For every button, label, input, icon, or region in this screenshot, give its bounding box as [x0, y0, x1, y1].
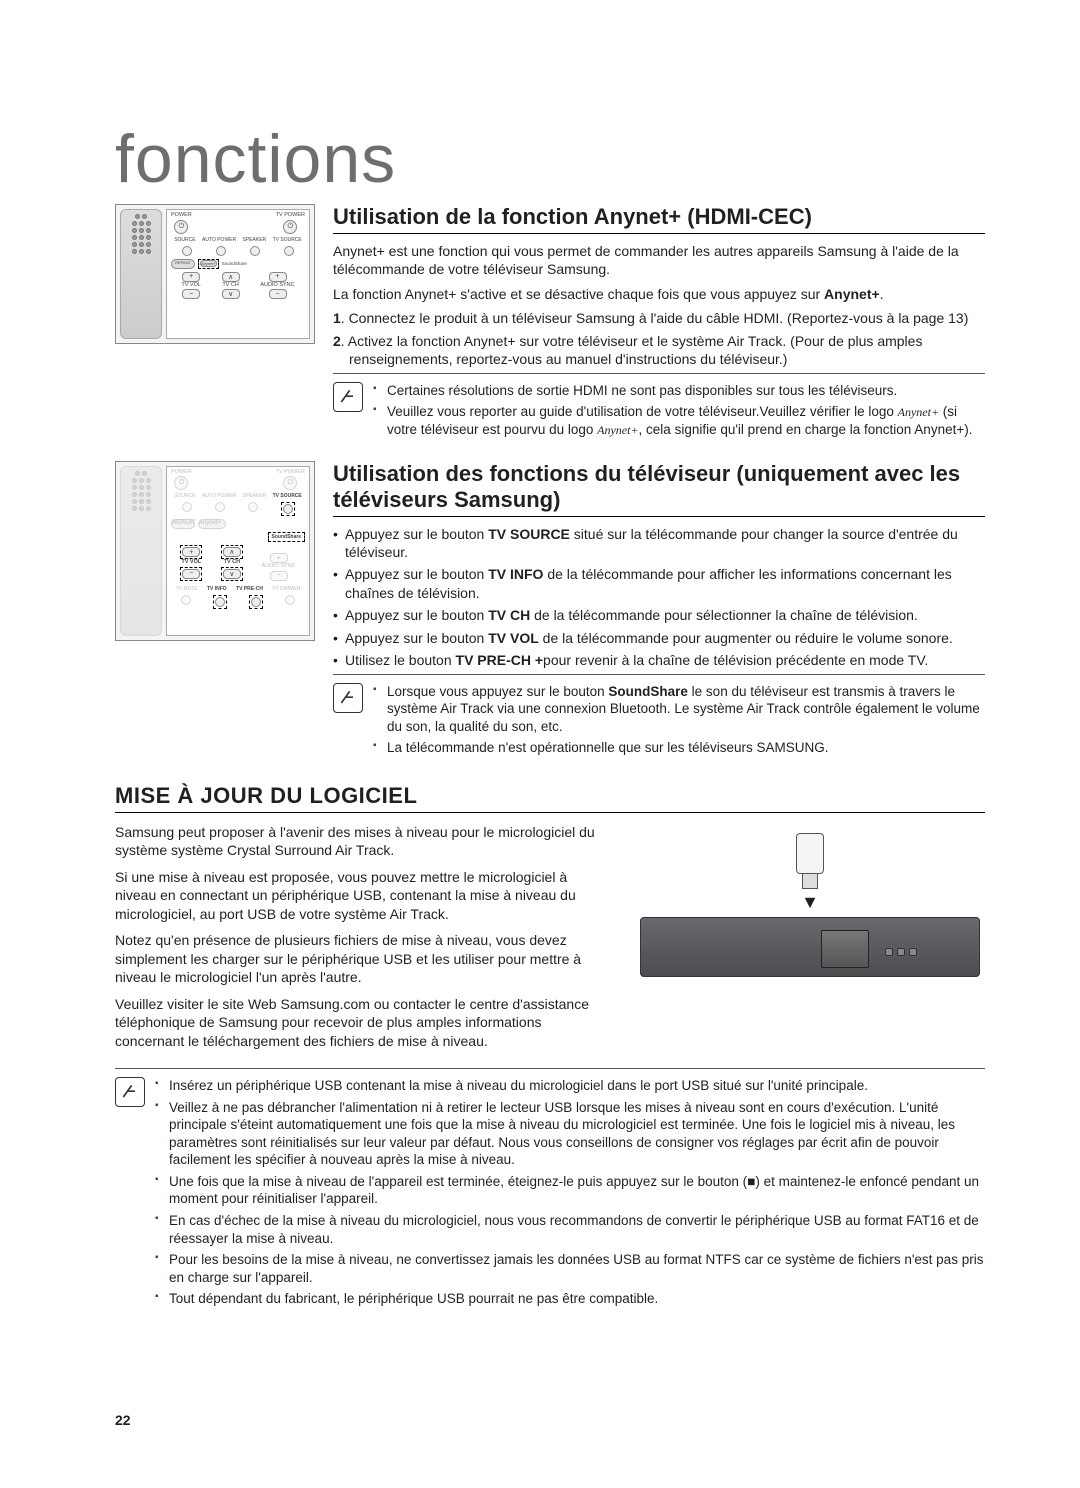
remote-figure-1: POWER⏻ TV POWER⏻ SOURCE AUTO POWER SPEAK…	[115, 204, 315, 344]
remote-label: SOURCE	[174, 237, 195, 243]
remote-label: TV MUTE	[176, 586, 198, 592]
update-para: Veuillez visiter le site Web Samsung.com…	[115, 995, 611, 1050]
remote-label: VT DIMMER	[272, 586, 300, 592]
section2-heading: Utilisation des fonctions du téléviseur …	[333, 461, 985, 517]
remote-label: REPEAT	[171, 519, 195, 529]
remote-label: TV POWER	[276, 470, 305, 476]
remote-label: TV PRE-CH	[236, 586, 263, 592]
note-item: La télécommande n'est opérationnelle que…	[373, 739, 985, 757]
note-item: Une fois que la mise à niveau de l'appar…	[155, 1173, 985, 1208]
section1-heading: Utilisation de la fonction Anynet+ (HDMI…	[333, 204, 985, 234]
remote-label: TV POWER	[276, 213, 305, 219]
update-para: Notez qu'en présence de plusieurs fichie…	[115, 931, 611, 986]
section2-note: Lorsque vous appuyez sur le bouton Sound…	[333, 674, 985, 761]
page-title: fonctions	[115, 120, 985, 198]
remote-label: TV CH	[224, 560, 241, 566]
section-tv-functions: POWER⏻ TV POWER⏻ SOURCE AUTO POWER SPEAK…	[115, 461, 985, 761]
note-icon	[333, 683, 363, 713]
remote-label: POWER	[171, 470, 192, 476]
remote-label: Anynet+	[198, 519, 226, 529]
remote-label: AUDIO SYNC	[261, 564, 295, 570]
section1-p1: Anynet+ est une fonction qui vous permet…	[333, 242, 985, 279]
section3-note: Insérez un périphérique USB contenant la…	[115, 1068, 985, 1312]
note-item: Insérez un périphérique USB contenant la…	[155, 1077, 985, 1095]
remote-label: TV SOURCE	[273, 237, 302, 243]
note-item: Certaines résolutions de sortie HDMI ne …	[373, 382, 985, 400]
remote-label: TV VOL	[181, 283, 201, 289]
update-para: Si une mise à niveau est proposée, vous …	[115, 868, 611, 923]
note-item: Tout dépendant du fabricant, le périphér…	[155, 1290, 985, 1308]
note-item: Veuillez vous reporter au guide d'utilis…	[373, 403, 985, 438]
note-icon	[115, 1077, 145, 1107]
soundshare-highlight: SoundShare	[268, 532, 305, 542]
remote-label: POWER	[171, 213, 192, 219]
soundbar-icon	[640, 917, 980, 977]
note-icon	[333, 382, 363, 412]
section1-steps: 1. Connectez le produit à un téléviseur …	[333, 309, 985, 368]
section1-note: Certaines résolutions de sortie HDMI ne …	[333, 373, 985, 443]
remote-figure-2: POWER⏻ TV POWER⏻ SOURCE AUTO POWER SPEAK…	[115, 461, 315, 641]
remote-label: AUTO POWER	[202, 493, 236, 499]
remote-label: SPEAKER	[243, 237, 267, 243]
remote-label: SPEAKER	[243, 493, 267, 499]
section-update: Samsung peut proposer à l'avenir des mis…	[115, 823, 985, 1058]
anynet-button-highlight: Anynet+	[200, 260, 217, 267]
note-item: En cas d'échec de la mise à niveau du mi…	[155, 1212, 985, 1247]
remote-label: TV VOL	[181, 560, 201, 566]
remote-label: AUDIO SYNC	[260, 283, 294, 289]
remote-label: TV CH	[222, 283, 239, 289]
page-number: 22	[115, 1412, 131, 1428]
tv-source-label-highlight: TV SOURCE	[273, 493, 302, 499]
section-anynet: POWER⏻ TV POWER⏻ SOURCE AUTO POWER SPEAK…	[115, 204, 985, 443]
remote-label: SOURCE	[174, 493, 195, 499]
note-item: Lorsque vous appuyez sur le bouton Sound…	[373, 683, 985, 736]
usb-figure: ▼	[635, 823, 985, 1058]
note-item: Veillez à ne pas débrancher l'alimentati…	[155, 1099, 985, 1169]
remote-label: TV INFO	[207, 586, 227, 592]
update-para: Samsung peut proposer à l'avenir des mis…	[115, 823, 611, 860]
section1-p2: La fonction Anynet+ s'active et se désac…	[333, 285, 985, 303]
remote-label: AUTO POWER	[202, 237, 236, 243]
usb-stick-icon: ▼	[792, 833, 828, 911]
section3-heading: MISE À JOUR DU LOGICIEL	[115, 783, 985, 813]
section2-bullets: Appuyez sur le bouton TV SOURCE situé su…	[333, 525, 985, 670]
note-item: Pour les besoins de la mise à niveau, ne…	[155, 1251, 985, 1286]
remote-label: SoundShare	[222, 261, 247, 266]
remote-label: REPEAT	[171, 259, 195, 269]
